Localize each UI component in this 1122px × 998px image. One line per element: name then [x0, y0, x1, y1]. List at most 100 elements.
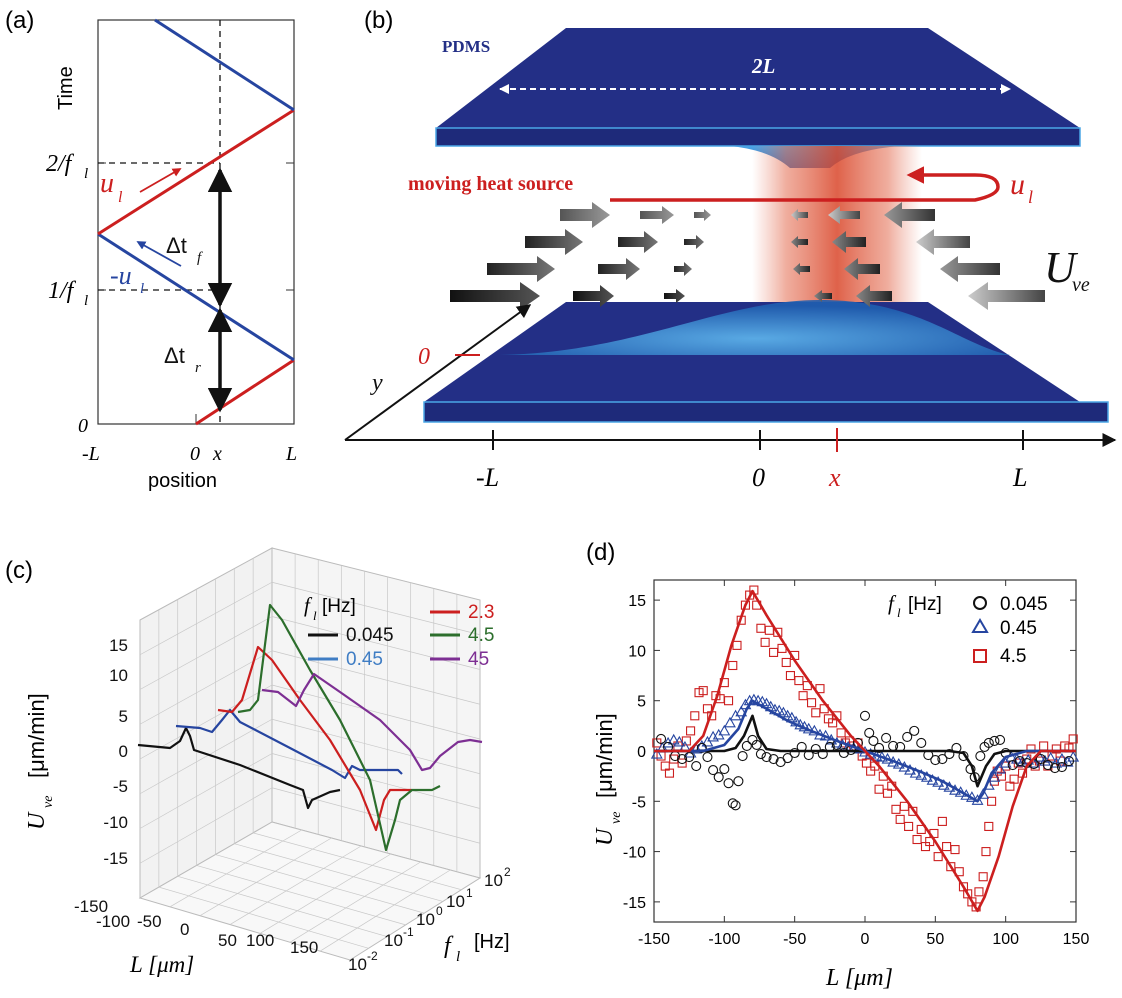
f-tick-exp: -1: [403, 925, 414, 939]
f-tick-base: 10: [384, 931, 403, 950]
ul-label: u: [100, 168, 114, 199]
point-4.5: [987, 796, 997, 806]
point-4.5: [740, 600, 750, 610]
point-0.045: [810, 743, 821, 755]
point-4.5: [899, 801, 909, 811]
svg-text:l: l: [456, 949, 460, 965]
zigzag-blue-segment-2: [154, 18, 295, 112]
point-0.045: [696, 742, 707, 754]
point-0.045: [944, 748, 955, 760]
curve-4.5: [237, 603, 441, 852]
point-0.045: [994, 734, 1006, 745]
z-tick: 5: [119, 707, 128, 726]
flow-arrow: [694, 209, 711, 221]
neg-ul-label-sub: l: [140, 281, 144, 297]
panel-c: (c) 15 10 5 0 -5 -10 -15 -150 -100 -50: [5, 547, 511, 977]
f-tick-base: 10: [416, 910, 435, 929]
tick-zero: 0: [190, 443, 200, 465]
panel-d-label: (d): [586, 539, 615, 566]
legend-marker-circle: [973, 596, 987, 610]
uve-sub: ve: [1072, 274, 1090, 296]
grid-line: [271, 650, 481, 705]
grid-line: [289, 861, 421, 943]
grid-line: [271, 684, 481, 740]
legend-d: f l [Hz] 0.045 0.45 4.5: [888, 591, 1048, 667]
svg-text:ve: ve: [41, 796, 56, 808]
grid-line: [234, 843, 443, 902]
point-0.045: [691, 761, 702, 772]
point-4.5: [1026, 744, 1036, 754]
flow-arrow: [640, 206, 674, 224]
point-0.45: [650, 747, 663, 759]
tick-two-over-f-sub: l: [84, 166, 88, 182]
flow-arrow: [844, 258, 880, 280]
point-4.5: [895, 814, 905, 824]
svg-text:f: f: [888, 591, 897, 615]
flow-arrow: [684, 235, 704, 249]
point-0.045: [838, 747, 849, 759]
point-0.45: [662, 736, 675, 748]
ul-arrow: [139, 168, 182, 193]
point-0.045: [733, 776, 744, 787]
grid-line: [271, 581, 481, 636]
panel-a-ticks: [97, 162, 295, 424]
y-axis-arrow: [344, 304, 532, 441]
z-tick: 15: [109, 636, 128, 655]
x-tick-label: -150: [638, 931, 670, 948]
tick-time-zero: 0: [78, 415, 88, 437]
f-tick-base: 10: [348, 955, 367, 974]
panel-a-label: (a): [5, 7, 34, 34]
point-0.045: [937, 753, 948, 765]
x-axis-label-d: L [μm]: [825, 965, 893, 991]
uve-label: U: [1044, 243, 1079, 292]
legend-label: 2.3: [468, 602, 494, 623]
point-0.045: [1063, 756, 1075, 767]
point-4.5: [904, 821, 914, 831]
point-0.045: [708, 765, 719, 776]
grid-line: [139, 718, 273, 795]
point-0.045: [864, 727, 875, 738]
grid-line: [139, 787, 273, 864]
point-0.045: [677, 753, 688, 765]
point-4.5: [798, 691, 808, 701]
fit-line-4.5: [654, 589, 1076, 913]
zero-label: 0: [418, 344, 430, 370]
panel-a-ylabel: Time: [55, 66, 77, 110]
grid-line: [271, 616, 481, 670]
point-0.045: [713, 772, 724, 783]
flow-arrow: [814, 290, 832, 302]
point-0.045: [859, 710, 871, 721]
z-axis-label: U ve [μm/min]: [24, 693, 56, 830]
grid-line: [215, 854, 425, 914]
point-0.045: [909, 725, 920, 736]
x3d-tick: -150: [74, 897, 108, 916]
point-4.5: [836, 728, 846, 738]
point-4.5: [937, 816, 947, 826]
point-0.045: [1014, 756, 1025, 767]
legend-marker-triangle: [971, 618, 989, 633]
point-0.045: [655, 733, 667, 744]
L-axis-label: L [μm]: [129, 952, 194, 977]
svg-text:f: f: [444, 933, 454, 959]
point-0.45: [690, 742, 703, 754]
tick-L: L: [285, 443, 297, 465]
grid-line: [253, 832, 462, 891]
flow-arrow: [664, 289, 685, 303]
panel-a-xlabel: position: [148, 470, 217, 492]
flow-arrow: [968, 282, 1045, 310]
flow-arrow: [674, 262, 692, 276]
ul-label-sub: l: [118, 189, 123, 206]
curve-0.045: [137, 726, 341, 810]
panel-b: (b) PDMS 2L moving heat source u l: [344, 7, 1117, 492]
z-tick: -10: [103, 813, 128, 832]
grid-line: [271, 753, 481, 809]
point-0.045: [789, 747, 800, 759]
x-tick-label: -100: [708, 931, 740, 948]
legend-label: 0.45: [1000, 618, 1037, 639]
flow-arrow: [832, 231, 866, 253]
point-0.045: [723, 778, 734, 789]
x3d-tick: 150: [290, 938, 318, 957]
axis-tick-zero: 0: [752, 463, 765, 492]
y-axis-label: y: [370, 370, 383, 396]
